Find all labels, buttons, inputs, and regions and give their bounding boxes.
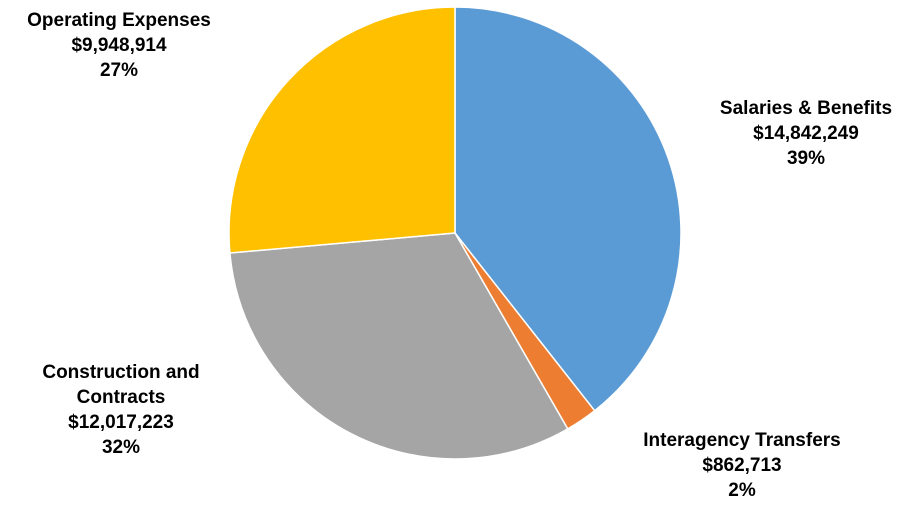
slice-amount: $9,948,914 [71,35,167,56]
label-construction-contracts: Construction and Contracts $12,017,223 3… [11,360,231,460]
slice-amount: $12,017,223 [68,412,174,433]
slice-percent: 27% [99,60,139,81]
slice-label-line: Contracts [76,387,166,408]
slice-percent: 2% [728,480,756,501]
slice-label: Salaries & Benefits [719,98,893,119]
label-interagency-transfers: Interagency Transfers $862,713 2% [622,428,862,503]
pie-slice-0 [454,6,682,412]
pie-slice-3 [228,6,456,254]
slice-label: Interagency Transfers [643,430,841,451]
label-salaries-benefits: Salaries & Benefits $14,842,249 39% [690,96,906,171]
slice-label-line: Construction and [42,362,200,383]
slice-amount: $14,842,249 [753,123,859,144]
slice-percent: 39% [786,148,826,169]
slice-percent: 32% [101,437,141,458]
label-operating-expenses: Operating Expenses $9,948,914 27% [1,8,237,83]
slice-label: Operating Expenses [27,10,211,31]
pie-slice-2 [229,232,569,460]
pie-slices [228,6,682,460]
slice-amount: $862,713 [702,455,782,476]
